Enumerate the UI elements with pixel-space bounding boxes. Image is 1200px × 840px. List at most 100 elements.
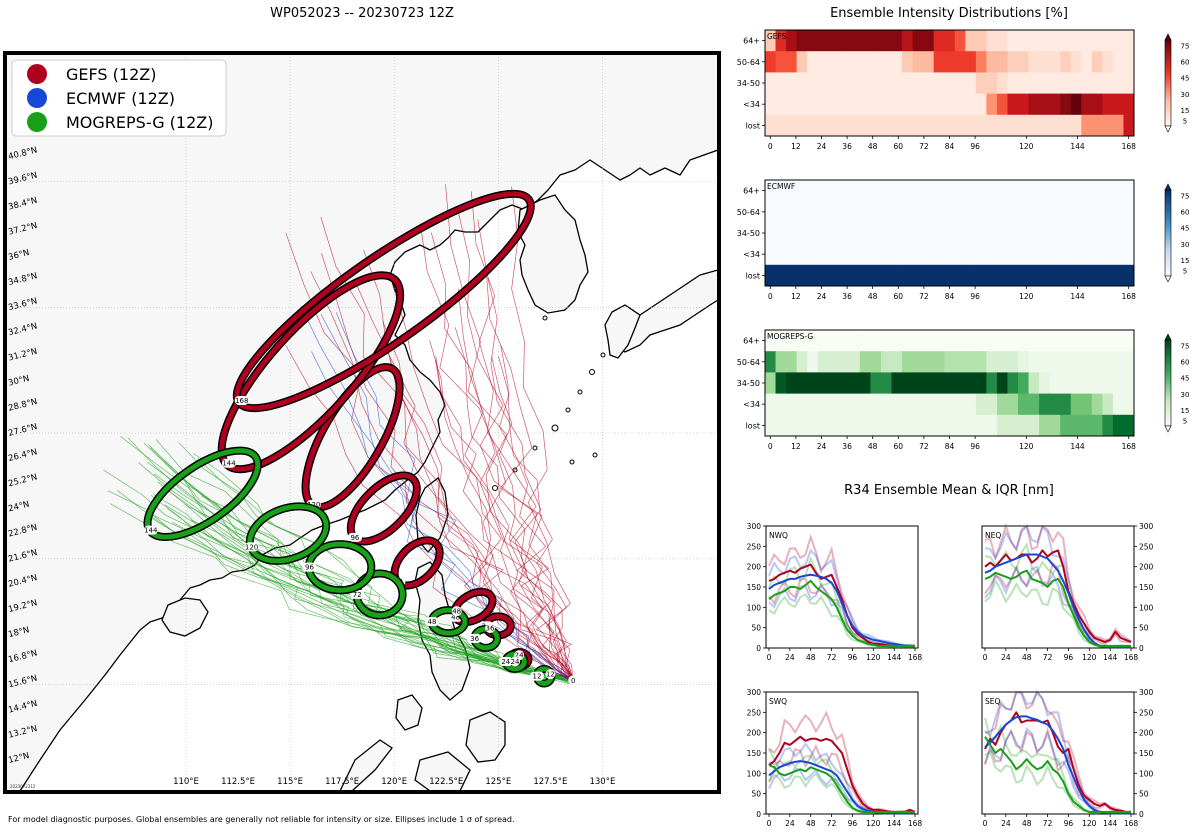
gefs-member-track: [430, 232, 574, 685]
heatmap-cell: [1039, 93, 1051, 116]
heatmap-cell: [880, 51, 892, 73]
heatmap-cell: [807, 243, 819, 266]
r34-gefs-mean-line: [984, 549, 1132, 643]
heatmap-cell: [975, 264, 987, 287]
heatmap-cell: [796, 201, 808, 223]
heatmap-cell: [1081, 180, 1093, 202]
heatmap-cell: [849, 222, 861, 244]
heatmap-cell: [1081, 351, 1093, 373]
heatmap-cell: [765, 351, 776, 373]
heatmap-cell: [1112, 393, 1124, 416]
heatmap-cell: [1102, 393, 1114, 416]
heatmap-cell: [933, 30, 945, 52]
heatmap-cell: [786, 393, 798, 416]
heatmap-cell: [1102, 330, 1114, 352]
heatmap-cell: [944, 264, 956, 287]
heatmap-cell: [1028, 243, 1040, 266]
heatmap-cell: [1102, 243, 1114, 266]
r34-x-tick-label: 144: [1103, 653, 1118, 662]
r34-x-tick-label: 168: [1124, 819, 1139, 828]
r34-y-tick-label: 0: [756, 644, 761, 653]
heatmap-cell: [923, 201, 935, 223]
heatmap-cell: [902, 114, 913, 137]
heatmap-cell: [1091, 243, 1103, 266]
heatmap-cell: [786, 243, 798, 266]
heatmap-cell: [828, 201, 840, 223]
heatmap-cell: [912, 114, 924, 137]
heatmap-row-label: 64+: [743, 37, 760, 46]
heatmap-cell: [1060, 414, 1072, 437]
r34-gefs-iqr-line: [984, 561, 1132, 645]
heatmap-x-tick-label: 84: [945, 292, 955, 301]
heatmap-cell: [933, 414, 945, 437]
heatmap-cell: [1091, 72, 1103, 94]
heatmap-cell: [954, 264, 966, 287]
heatmap-cell: [817, 393, 829, 416]
heatmap-cell: [870, 72, 882, 94]
gefs-member-track: [435, 356, 574, 682]
heatmap-cell: [1123, 243, 1135, 266]
heatmap-cell: [870, 222, 882, 244]
heatmap-cell: [975, 51, 987, 73]
colorbar-tick-label: 5: [1183, 118, 1187, 126]
heatmap-cell: [765, 201, 776, 223]
legend-gefs-label: GEFS (12Z): [66, 65, 156, 84]
heatmap-cell: [1060, 393, 1072, 416]
mogreps-lead-label: 24: [501, 658, 510, 666]
heatmap-cell: [923, 330, 935, 352]
heatmap-cell: [796, 393, 808, 416]
heatmaps: GEFS 64+ 50-64 34-50 <34 lost 0 12 24 36 48 60 72 84 9…: [737, 29, 1190, 451]
r34-y-tick-label: 250: [1139, 708, 1154, 717]
heatmap-cell: [912, 72, 924, 94]
legend-box: [11, 59, 227, 137]
heatmap-cell: [986, 264, 998, 287]
heatmap-cell: [859, 330, 871, 352]
heatmap-cell: [902, 222, 913, 244]
heatmap-cell: [870, 180, 882, 202]
heatmap-cell: [1039, 393, 1051, 416]
r34-mog-mean-line: [768, 579, 915, 647]
heatmap-x-tick-label: 168: [1122, 142, 1137, 151]
heatmap-cell: [1070, 180, 1082, 202]
gefs-member-track: [429, 340, 574, 679]
heatmap-cell: [1081, 30, 1093, 52]
gefs-member-track: [445, 184, 574, 683]
lon-tick-label: 115°E: [277, 777, 303, 787]
heatmap-cell: [996, 414, 1008, 437]
r34-x-tick-label: 48: [806, 653, 816, 662]
heatmap-row-label: <34: [743, 250, 760, 259]
heatmap-cell: [775, 180, 787, 202]
legend-gefs-marker: [27, 64, 47, 84]
r34-y-tick-label: 250: [747, 708, 762, 717]
heatmap-cell: [1018, 180, 1029, 202]
land-japan: [614, 269, 718, 353]
heatmap-cell: [1007, 201, 1019, 223]
heatmap-cell: [1028, 114, 1040, 137]
heatmap-cell: [828, 30, 840, 52]
heatmap-cell: [933, 330, 945, 352]
heatmap-cell: [912, 30, 924, 52]
heatmap-cell: [796, 51, 808, 73]
heatmap-cell: [933, 180, 945, 202]
heatmap-cell: [891, 222, 903, 244]
mean-track-node: [545, 669, 556, 680]
heatmap-cell: [1018, 351, 1029, 373]
heatmap-cell: [1028, 222, 1040, 244]
heatmap-cell: [1039, 51, 1051, 73]
r34-panel-neq: 0 50 100 150 200 250 300 0 24 48 72 96 120 144 168 NEQ: [981, 522, 1154, 662]
heatmap-cell: [765, 114, 776, 137]
heatmap-cell: [849, 351, 861, 373]
heatmap-cell: [1039, 201, 1051, 223]
heatmap-cell: [870, 93, 882, 116]
heatmap-cell: [1060, 201, 1072, 223]
heatmap-cell: [1102, 414, 1114, 437]
r34-ecmwf-mean-line: [768, 760, 915, 815]
r34-x-tick-label: 0: [767, 653, 772, 662]
heatmap-cell: [902, 201, 913, 223]
heatmap-cell: [775, 30, 787, 52]
colorbar-tick-label: 45: [1181, 75, 1190, 83]
heatmap-cell: [975, 330, 987, 352]
r34-y-tick-label: 0: [1139, 644, 1144, 653]
r34-x-tick-label: 24: [785, 819, 795, 828]
colorbar-tick-label: 15: [1181, 407, 1190, 415]
